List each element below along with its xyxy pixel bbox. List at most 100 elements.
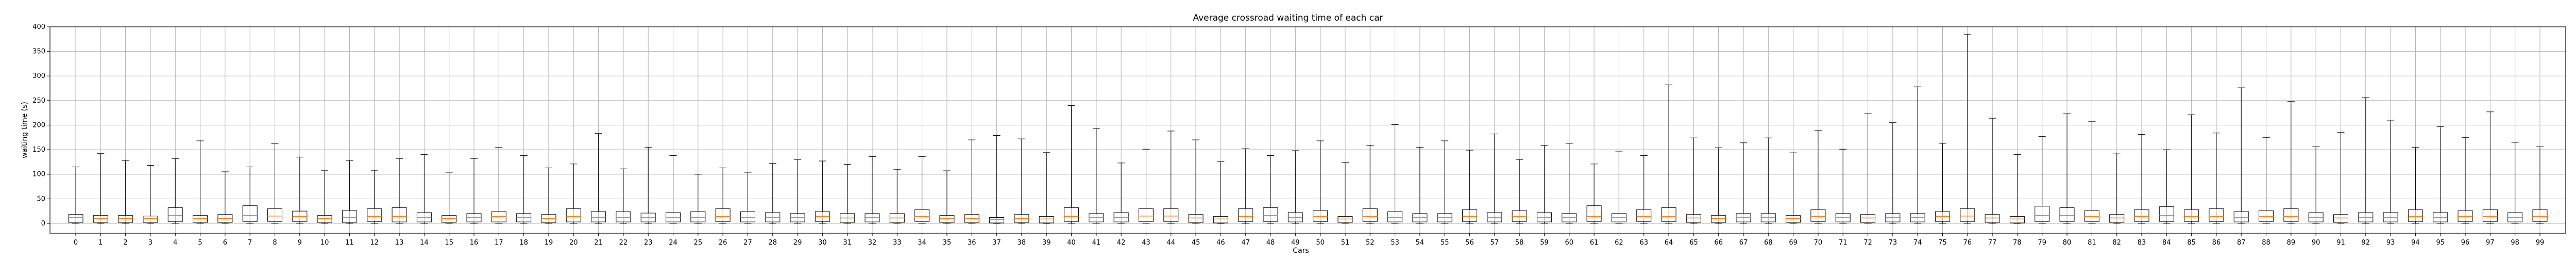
x-tick-label: 43 <box>1142 239 1150 247</box>
x-tick-label: 57 <box>1490 239 1499 247</box>
y-tick-label: 350 <box>32 48 45 56</box>
x-tick-label: 28 <box>768 239 777 247</box>
x-tick-label: 38 <box>1018 239 1026 247</box>
x-tick-label: 93 <box>2386 239 2395 247</box>
box-iqr <box>1636 209 1652 222</box>
x-tick-label: 7 <box>248 239 252 247</box>
x-tick-label: 29 <box>793 239 802 247</box>
box-iqr <box>2109 214 2125 223</box>
box-iqr <box>1238 208 1253 222</box>
x-tick-label: 79 <box>2038 239 2046 247</box>
x-tick-label: 90 <box>2312 239 2320 247</box>
x-tick-label: 40 <box>1067 239 1076 247</box>
x-tick-label: 66 <box>1714 239 1723 247</box>
x-tick-label: 15 <box>445 239 453 247</box>
box-iqr <box>392 207 407 222</box>
x-tick-label: 61 <box>1590 239 1599 247</box>
x-tick-label: 49 <box>1291 239 1300 247</box>
x-tick-label: 5 <box>198 239 202 247</box>
x-tick-label: 37 <box>992 239 1001 247</box>
x-tick-label: 17 <box>495 239 503 247</box>
box-iqr <box>2482 209 2498 222</box>
x-tick-label: 98 <box>2511 239 2519 247</box>
box-iqr <box>591 211 606 222</box>
x-tick-label: 54 <box>1416 239 1425 247</box>
box-iqr <box>1387 211 1403 222</box>
x-tick-label: 56 <box>1465 239 1474 247</box>
x-tick-label: 20 <box>569 239 578 247</box>
box-iqr <box>1337 216 1353 223</box>
box-iqr <box>1810 209 1826 222</box>
boxes-layer <box>68 34 2548 224</box>
x-tick-label: 14 <box>420 239 429 247</box>
box-iqr <box>1163 208 1179 222</box>
box-iqr <box>1686 214 1701 223</box>
x-tick-label: 69 <box>1789 239 1798 247</box>
box-iqr <box>193 215 208 223</box>
box-iqr <box>2408 209 2423 222</box>
x-tick-label: 64 <box>1665 239 1673 247</box>
box-iqr <box>2458 210 2473 222</box>
x-tick-label: 31 <box>843 239 852 247</box>
x-tick-label: 55 <box>1440 239 1449 247</box>
x-tick-label: 53 <box>1391 239 1399 247</box>
box-iqr <box>1039 216 1054 223</box>
x-tick-label: 95 <box>2436 239 2445 247</box>
x-tick-label: 0 <box>74 239 78 247</box>
y-tick-labels: 0 50 100 150 200 250 300 350 400 <box>32 23 50 228</box>
x-tick-label: 75 <box>1938 239 1947 247</box>
x-axis-label: Cars <box>1293 247 1309 255</box>
y-tick-label: 50 <box>37 195 45 203</box>
box-iqr <box>167 207 183 222</box>
x-tick-label: 2 <box>123 239 127 247</box>
x-tick-label: 19 <box>545 239 553 247</box>
box-iqr <box>1985 214 2000 223</box>
x-tick-label: 47 <box>1241 239 1250 247</box>
x-tick-label: 72 <box>1863 239 1872 247</box>
x-tick-label: 9 <box>298 239 302 247</box>
x-tick-label: 96 <box>2461 239 2470 247</box>
x-tick-label: 35 <box>943 239 952 247</box>
x-tick-label: 74 <box>1913 239 1922 247</box>
x-tick-label: 44 <box>1167 239 1176 247</box>
box-iqr <box>566 208 581 222</box>
box-iqr <box>616 211 631 222</box>
y-tick-label: 150 <box>32 146 45 154</box>
x-tick-label: 6 <box>223 239 227 247</box>
x-tick-label: 45 <box>1192 239 1200 247</box>
x-tick-label: 33 <box>893 239 902 247</box>
x-tick-label: 59 <box>1540 239 1549 247</box>
box-iqr <box>989 217 1005 223</box>
x-tick-label: 94 <box>2411 239 2420 247</box>
x-tick-label: 13 <box>395 239 404 247</box>
x-tick-label: 11 <box>345 239 354 247</box>
box-iqr <box>2184 209 2199 222</box>
box-iqr <box>2159 206 2174 222</box>
box-iqr <box>1213 216 1228 223</box>
x-tick-label: 1 <box>98 239 103 247</box>
box-iqr <box>242 205 258 222</box>
x-tick-label: 23 <box>644 239 653 247</box>
x-tick-label: 73 <box>1889 239 1897 247</box>
x-tick-label: 50 <box>1316 239 1325 247</box>
x-tick-label: 83 <box>2138 239 2146 247</box>
box-iqr <box>68 214 83 223</box>
x-tick-label: 63 <box>1639 239 1648 247</box>
y-tick-label: 0 <box>41 220 45 228</box>
box-iqr <box>1362 208 1378 222</box>
box-iqr <box>2333 214 2348 223</box>
x-tick-label: 42 <box>1117 239 1126 247</box>
x-tick-label: 18 <box>519 239 528 247</box>
box-iqr <box>317 215 332 223</box>
x-tick-label: 78 <box>2013 239 2022 247</box>
box-iqr <box>2134 209 2149 222</box>
box-iqr <box>690 211 706 222</box>
x-tick-label: 22 <box>619 239 628 247</box>
x-tick-label: 30 <box>818 239 827 247</box>
x-tick-label: 36 <box>968 239 976 247</box>
x-tick-label: 41 <box>1092 239 1101 247</box>
x-tick-label: 84 <box>2162 239 2171 247</box>
box-iqr <box>1263 207 1278 222</box>
x-tick-label: 21 <box>594 239 603 247</box>
x-tick-label: 97 <box>2486 239 2495 247</box>
